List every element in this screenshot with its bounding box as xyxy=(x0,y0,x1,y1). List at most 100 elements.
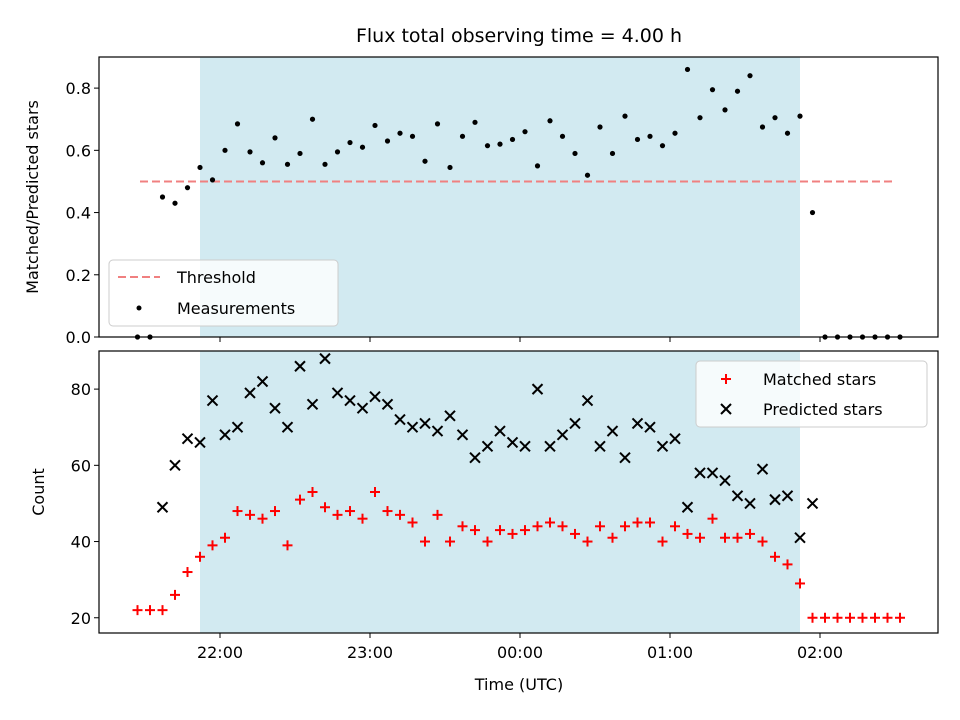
top-y-tick-label: 0.2 xyxy=(66,266,91,285)
legend-threshold-label: Threshold xyxy=(176,268,256,287)
predicted-star-point-b xyxy=(681,501,694,513)
predicted-star-point-b xyxy=(719,474,731,487)
predicted-star-point-b xyxy=(594,440,606,452)
matched-star-point xyxy=(595,521,605,532)
predicted-star-point-b xyxy=(694,467,706,479)
predicted-star-point xyxy=(244,387,256,399)
measurement-point xyxy=(247,149,253,155)
measurement-point xyxy=(684,66,691,73)
predicted-star-point xyxy=(269,402,281,414)
predicted-star-point xyxy=(494,425,506,437)
predicted-star-point xyxy=(456,429,469,441)
measurement-point xyxy=(447,164,453,171)
measurement-point xyxy=(509,136,516,143)
predicted-star-point-b xyxy=(369,391,381,403)
matched-star-point xyxy=(145,605,155,616)
matched-star-point xyxy=(170,589,180,600)
matched-star-point xyxy=(670,521,680,532)
matched-star-point xyxy=(720,532,730,543)
matched-star-point xyxy=(770,551,780,562)
predicted-star-point-b xyxy=(306,398,319,411)
legend-predicted-marker-b xyxy=(720,403,732,415)
predicted-star-point xyxy=(719,474,731,487)
matched-star-point xyxy=(195,551,205,562)
matched-star-point xyxy=(832,612,843,623)
measurement-point xyxy=(622,113,628,119)
measurement-point xyxy=(209,177,216,183)
bottom-y-tick-label: 80 xyxy=(71,380,91,399)
matched-star-point xyxy=(582,536,593,547)
predicted-star-point xyxy=(606,425,619,437)
predicted-star-point xyxy=(631,417,644,430)
predicted-star-point-b xyxy=(769,493,781,506)
bottom-y-axis-ticks: 20 40 60 80 xyxy=(71,380,99,628)
bottom-legend-box xyxy=(695,360,928,428)
measurement-point xyxy=(459,133,466,139)
matched-star-point xyxy=(132,605,143,616)
top-y-tick-label: 0.8 xyxy=(66,79,91,98)
predicted-star-point xyxy=(431,425,444,437)
predicted-star-point xyxy=(756,463,769,475)
predicted-star-point xyxy=(519,440,531,452)
matched-star-point xyxy=(270,506,280,517)
measurement-point xyxy=(397,130,403,136)
predicted-star-point-b xyxy=(169,459,181,472)
predicted-star-point-b xyxy=(156,501,169,513)
predicted-star-point xyxy=(281,421,294,433)
matched-star-point xyxy=(370,487,380,497)
measurement-point xyxy=(659,143,666,149)
measurement-point xyxy=(784,130,791,136)
predicted-star-point-b xyxy=(744,497,756,510)
legend-predicted-swatch xyxy=(720,403,732,415)
matched-star-point xyxy=(845,612,855,623)
matched-star-point xyxy=(420,536,430,547)
predicted-star-point-b xyxy=(394,413,406,426)
matched-star-point xyxy=(207,540,218,551)
matched-star-point xyxy=(345,506,355,517)
bottom-panel: 20 40 60 80 22:00 23:00 00:00 01:00 02:00 Count… xyxy=(29,350,939,694)
predicted-star-point-b xyxy=(644,421,656,433)
matched-star-point xyxy=(495,525,505,536)
predicted-star-point xyxy=(469,451,481,464)
predicted-star-point-b xyxy=(544,440,556,452)
chart-title: Flux total observing time = 4.00 h xyxy=(356,25,682,47)
top-y-tick-label: 0.4 xyxy=(66,204,91,223)
predicted-star-point-b xyxy=(194,436,206,449)
measurement-point xyxy=(297,150,303,157)
top-y-axis-ticks: 0.0 0.2 0.4 0.6 0.8 xyxy=(66,79,99,347)
measurement-point xyxy=(184,185,191,191)
matched-star-point xyxy=(382,506,393,517)
predicted-star-point xyxy=(231,421,244,433)
matched-star-point xyxy=(395,509,405,520)
matched-star-point xyxy=(407,517,418,528)
matched-star-point xyxy=(482,536,493,547)
predicted-star-point-b xyxy=(381,398,394,411)
bottom-x-axis-ticks: 22:00 23:00 00:00 01:00 02:00 xyxy=(197,633,843,662)
measurement-point xyxy=(334,149,341,155)
matched-star-point xyxy=(857,612,868,623)
predicted-star-point xyxy=(594,440,606,452)
top-legend: Threshold Measurements xyxy=(108,259,339,327)
matched-star-point xyxy=(532,521,543,532)
bottom-y-tick-label: 40 xyxy=(71,533,91,552)
predicted-star-point-b xyxy=(444,410,456,422)
measurement-point xyxy=(322,161,328,167)
legend-matched-label: Matched stars xyxy=(763,370,876,389)
predicted-star-point xyxy=(706,467,719,479)
x-tick-label: 01:00 xyxy=(647,643,693,662)
matched-star-point xyxy=(282,540,293,551)
bottom-legend: Matched stars Predicted stars xyxy=(695,360,928,428)
top-legend-box xyxy=(108,259,339,327)
matched-star-point xyxy=(745,528,755,539)
legend-matched-marker xyxy=(721,374,731,384)
measurement-point xyxy=(422,158,428,164)
x-tick-label: 00:00 xyxy=(497,643,543,662)
predicted-star-point xyxy=(419,417,431,430)
matched-star-point xyxy=(432,509,443,520)
predicted-star-point-b xyxy=(244,387,256,399)
matched-star-point xyxy=(782,559,793,570)
bottom-y-axis-title: Count xyxy=(29,468,48,516)
predicted-star-point xyxy=(444,410,456,422)
matched-star-point xyxy=(182,567,193,578)
